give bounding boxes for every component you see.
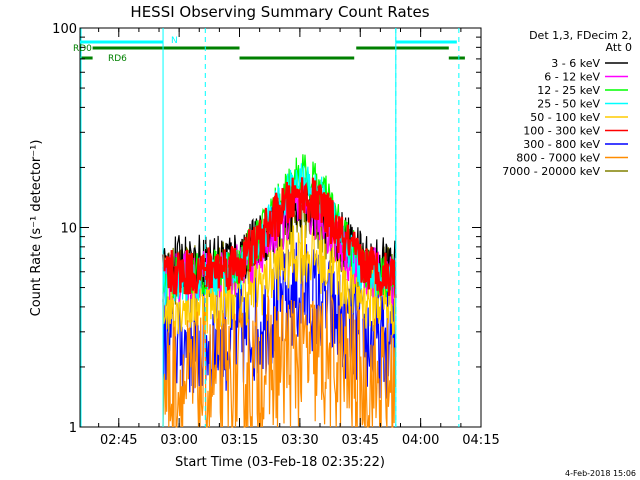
legend-entry-label: 12 - 25 keV bbox=[537, 84, 600, 97]
x-axis-label: Start Time (03-Feb-18 02:35:22) bbox=[175, 455, 385, 470]
series-line-800-7000kev bbox=[162, 280, 397, 428]
legend-entry-label: 800 - 7000 keV bbox=[516, 152, 600, 165]
legend-entry-label: 25 - 50 keV bbox=[537, 98, 600, 111]
legend-entry-label: 6 - 12 keV bbox=[544, 71, 600, 84]
flag-bars-group: N RD0 RD6 bbox=[73, 28, 465, 427]
legend-entry-label: 3 - 6 keV bbox=[551, 57, 600, 70]
y-tick-label: 1 bbox=[69, 421, 77, 436]
x-tick-label: 04:15 bbox=[462, 433, 499, 448]
series-line-100-300kev bbox=[161, 177, 397, 298]
x-tick-label: 02:45 bbox=[100, 433, 137, 448]
y-tick-label: 100 bbox=[52, 22, 77, 37]
legend-entry-label: 50 - 100 keV bbox=[530, 111, 600, 124]
data-series-group bbox=[161, 154, 397, 428]
x-tick-label: 03:45 bbox=[342, 433, 379, 448]
legend-entry-label: 300 - 800 keV bbox=[523, 138, 600, 151]
generated-date: 4-Feb-2018 15:06 bbox=[565, 469, 636, 478]
x-tick-label: 04:00 bbox=[402, 433, 439, 448]
rd6-flag-label: RD6 bbox=[108, 54, 127, 64]
y-tick-label: 10 bbox=[60, 222, 77, 237]
legend-entry-label: 7000 - 20000 keV bbox=[502, 165, 600, 178]
legend-header-line-1: Det 1,3, FDecim 2, bbox=[529, 29, 632, 42]
axis-ticks-group: 02:45 03:00 03:15 03:30 03:45 04:00 04:15 1 10 10… bbox=[52, 22, 500, 448]
night-flag-label: N bbox=[171, 36, 178, 46]
y-axis-label: Count Rate (s⁻¹ detector⁻¹) bbox=[29, 140, 44, 317]
legend-entry-label: 100 - 300 keV bbox=[523, 125, 600, 138]
rd0-flag-label: RD0 bbox=[73, 44, 92, 54]
x-tick-label: 03:00 bbox=[160, 433, 197, 448]
legend-header-line-2: Att 0 bbox=[606, 41, 632, 54]
x-tick-label: 03:15 bbox=[221, 433, 258, 448]
chart-title: HESSI Observing Summary Count Rates bbox=[130, 3, 429, 21]
series-line-300-800kev bbox=[162, 242, 397, 399]
x-tick-label: 03:30 bbox=[281, 433, 318, 448]
